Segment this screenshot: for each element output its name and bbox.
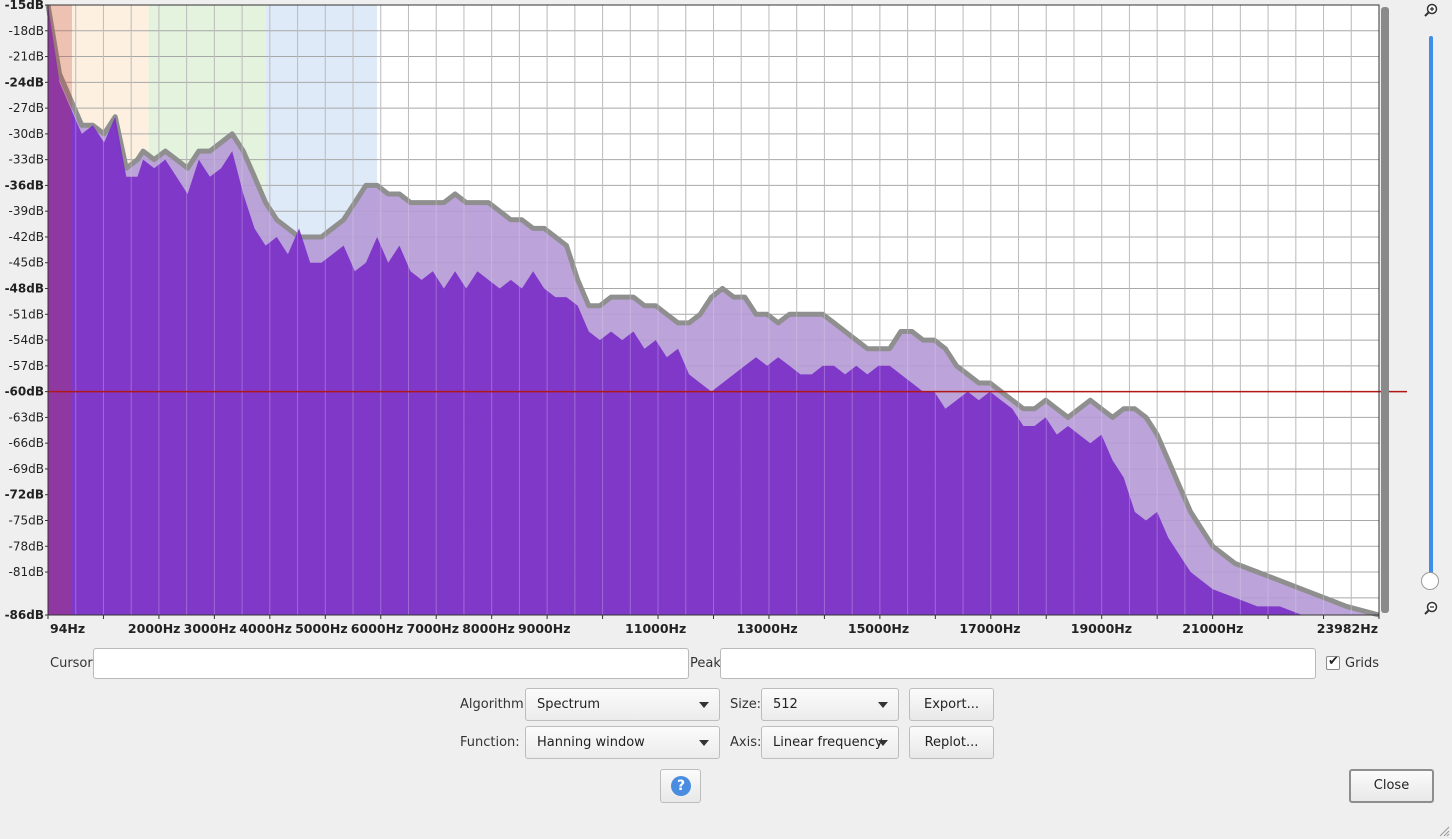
algorithm-value: Spectrum <box>537 697 600 712</box>
cursor-label: Cursor: <box>50 656 97 671</box>
grid-overlay <box>47 5 1380 615</box>
axis-value: Linear frequency <box>773 735 883 750</box>
peak-label: Peak: <box>690 656 726 671</box>
db-tick-label: -54dB <box>9 333 44 347</box>
freq-tick-label: 5000Hz <box>295 621 348 636</box>
freq-tick-label: 13000Hz <box>736 621 797 636</box>
chevron-down-icon <box>699 702 709 708</box>
zoom-in-icon[interactable] <box>1424 3 1438 17</box>
db-tick-label: -21dB <box>9 50 44 64</box>
spectrum-chart[interactable]: -15dB -18dB -21dB -24dB -27dB -30dB -33dB -36dB… <box>0 0 1452 640</box>
close-button[interactable]: Close <box>1349 769 1434 803</box>
freq-tick-label: 3000Hz <box>184 621 237 636</box>
algorithm-label: Algorithm: <box>460 697 529 712</box>
freq-tick-label: 4000Hz <box>239 621 292 636</box>
db-tick-label: -72dB <box>5 488 44 502</box>
db-tick-label: -39dB <box>9 204 44 218</box>
freq-tick-label: 11000Hz <box>625 621 686 636</box>
freq-tick-label: 19000Hz <box>1071 621 1132 636</box>
chevron-down-icon <box>878 740 888 746</box>
plot-scrollbar <box>1381 7 1389 613</box>
db-tick-label: -57dB <box>9 359 44 373</box>
db-tick-label: -24dB <box>5 75 44 89</box>
db-tick-label: -45dB <box>9 256 44 270</box>
freq-tick-label: 7000Hz <box>407 621 460 636</box>
selection-marker <box>48 5 72 615</box>
freq-tick-label: 17000Hz <box>959 621 1020 636</box>
replot-button[interactable]: Replot... <box>909 726 994 759</box>
size-value: 512 <box>773 697 798 712</box>
db-tick-label: -33dB <box>9 153 44 167</box>
resize-grip-icon[interactable] <box>1438 825 1450 837</box>
help-icon: ? <box>671 776 691 796</box>
db-tick-label: -66dB <box>9 436 44 450</box>
freq-tick-label: 94Hz <box>50 621 85 636</box>
chevron-down-icon <box>878 702 888 708</box>
db-tick-label: -86dB <box>5 608 44 622</box>
freq-tick-label: 23982Hz <box>1317 621 1378 636</box>
grids-label: Grids <box>1345 656 1380 671</box>
zoom-slider-track[interactable] <box>1429 36 1433 584</box>
freq-tick-label: 21000Hz <box>1182 621 1243 636</box>
spectrum-area <box>48 5 1379 615</box>
zoom-out-icon[interactable] <box>1424 601 1438 615</box>
export-button[interactable]: Export... <box>909 688 994 721</box>
freq-tick-label: 6000Hz <box>351 621 404 636</box>
db-tick-label: -60dB <box>5 385 44 399</box>
db-tick-label: -69dB <box>9 462 44 476</box>
chevron-down-icon <box>699 740 709 746</box>
db-tick-label: -63dB <box>9 410 44 424</box>
envelope-edge <box>45 4 1380 618</box>
function-label: Function: <box>460 735 520 750</box>
freq-tick-label: 2000Hz <box>128 621 181 636</box>
axis-label: Axis: <box>730 735 762 750</box>
function-select[interactable]: Hanning window <box>525 726 720 759</box>
freq-tick-label: 9000Hz <box>518 621 571 636</box>
db-tick-label: -78dB <box>9 539 44 553</box>
db-tick-label: -27dB <box>9 101 44 115</box>
db-tick-label: -75dB <box>9 513 44 527</box>
axis-select[interactable]: Linear frequency <box>761 726 899 759</box>
peak-field[interactable] <box>720 648 1316 679</box>
db-tick-label: -48dB <box>5 282 44 296</box>
db-tick-label: -81dB <box>9 565 44 579</box>
cursor-field[interactable] <box>93 648 689 679</box>
freq-tick-label: 15000Hz <box>848 621 909 636</box>
db-tick-label: -18dB <box>9 24 44 38</box>
db-tick-label: -42dB <box>9 230 44 244</box>
help-button[interactable]: ? <box>660 769 701 803</box>
db-tick-label: -36dB <box>5 178 44 192</box>
function-value: Hanning window <box>537 735 645 750</box>
algorithm-select[interactable]: Spectrum <box>525 688 720 721</box>
db-tick-label: -30dB <box>9 127 44 141</box>
freq-tick-label: 8000Hz <box>462 621 515 636</box>
spectrum-plot[interactable]: -15dB -18dB -21dB -24dB -27dB -30dB -33dB -36dB… <box>0 0 1452 640</box>
grids-checkbox[interactable]: ✔ <box>1326 654 1340 670</box>
checkmark-icon: ✔ <box>1328 654 1339 669</box>
size-select[interactable]: 512 <box>761 688 899 721</box>
size-label: Size: <box>730 697 762 712</box>
db-tick-label: -51dB <box>9 307 44 321</box>
zoom-slider-handle[interactable] <box>1421 572 1439 590</box>
db-tick-label: -15dB <box>5 0 44 12</box>
